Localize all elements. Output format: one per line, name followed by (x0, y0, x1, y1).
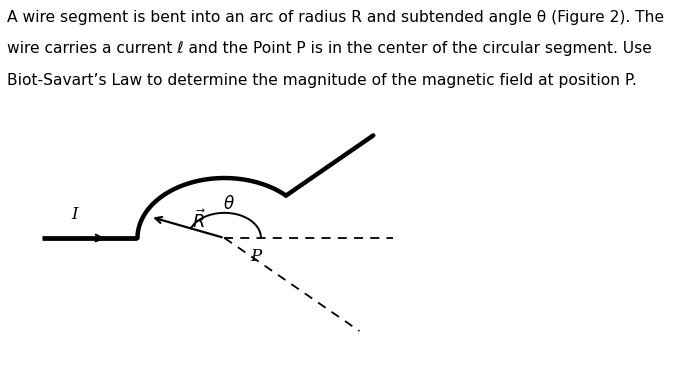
Text: P: P (250, 248, 261, 265)
Text: $\vec{R}$: $\vec{R}$ (192, 209, 206, 232)
Text: Biot-Savart’s Law to determine the magnitude of the magnetic field at position P: Biot-Savart’s Law to determine the magni… (7, 73, 636, 88)
Text: wire carries a current ℓ and the Point P is in the center of the circular segmen: wire carries a current ℓ and the Point P… (7, 41, 651, 57)
Text: I: I (72, 206, 78, 223)
Text: A wire segment is bent into an arc of radius R and subtended angle θ (Figure 2).: A wire segment is bent into an arc of ra… (7, 10, 664, 25)
Text: $\theta$: $\theta$ (223, 195, 235, 213)
